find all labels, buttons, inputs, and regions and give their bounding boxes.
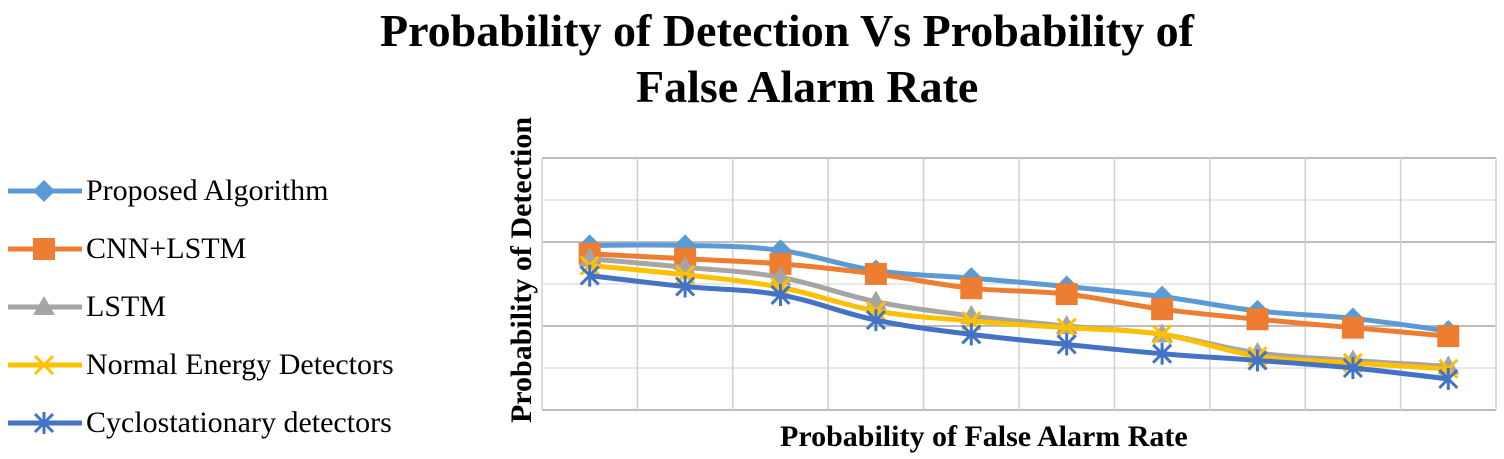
data-point [579,264,600,287]
data-point [1341,316,1364,339]
data-point [675,275,696,298]
data-point [769,252,792,275]
legend-symbol [33,412,55,434]
series-line [589,273,1449,382]
legend-symbol [33,296,55,315]
data-point [1056,317,1077,338]
chart-title-line-1: Probability of Detection Vs Probability … [380,5,1194,56]
data-point [1246,308,1269,331]
data-point [1247,349,1268,372]
data-point [961,323,982,346]
legend-marker-proposed-algorithm [8,180,82,202]
data-point [1152,324,1173,345]
legend-marker-normal-energy-detectors [8,354,82,376]
series-line [589,256,1449,369]
legend-label: CNN+LSTM [86,232,247,265]
data-point [1152,342,1173,365]
data-point [865,309,886,332]
data-point [1151,298,1174,321]
series-line [589,263,1449,372]
series-line [589,251,1449,339]
legend-label: Cyclostationary detectors [86,406,392,439]
legend-symbol [33,180,55,202]
legend-label: LSTM [86,290,167,323]
legend-marker-cnn-lstm [8,238,82,260]
series-cyclostationary-detectors [579,264,1459,390]
series-line [589,242,1449,334]
gridlines [541,157,1497,411]
data-point [1438,367,1459,390]
data-point [864,262,887,285]
data-point [1055,283,1078,306]
legend-label: Normal Energy Detectors [86,348,394,381]
data-point [770,283,791,306]
legend-label: Proposed Algorithm [86,174,329,207]
legend-marker-cyclostationary-detectors [8,412,82,434]
legend-symbol [33,354,55,376]
legend-symbol [33,238,55,260]
legend-marker-lstm [8,296,82,315]
data-point [1056,333,1077,356]
data-point [1342,357,1363,379]
chart-title-line-2: False Alarm Rate [636,61,979,112]
data-point [1437,325,1460,348]
x-axis-label: Probability of False Alarm Rate [780,420,1188,453]
data-point [960,277,983,300]
